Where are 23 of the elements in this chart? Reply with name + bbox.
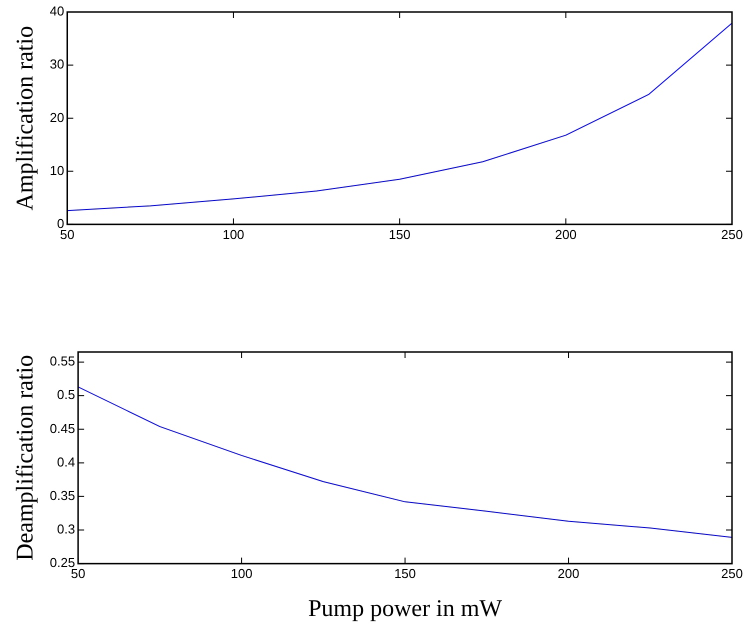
- y-tick-label: 40: [50, 4, 64, 19]
- y-axis-title: Deamplification ratio: [12, 354, 39, 561]
- y-tick-label: 10: [50, 162, 64, 178]
- y-tick-label: 0.35: [50, 488, 76, 504]
- y-tick-label: 0.25: [50, 555, 76, 570]
- x-tick-label: 150: [388, 226, 410, 242]
- y-tick-label: 20: [50, 110, 64, 125]
- x-tick-label: 150: [394, 566, 416, 581]
- y-tick-label: 0.3: [57, 522, 76, 537]
- x-tick-label: 100: [222, 226, 244, 242]
- y-tick-label: 0.45: [50, 420, 76, 436]
- x-tick-label: 100: [230, 566, 252, 581]
- x-tick-label: 250: [721, 226, 743, 242]
- x-tick-label: 200: [558, 566, 580, 581]
- x-tick-label: 200: [554, 226, 577, 242]
- x-axis-title: Pump power in mW: [308, 596, 502, 622]
- y-tick-label: 30: [50, 56, 64, 72]
- y-tick-label: 0.4: [57, 454, 76, 470]
- y-axis-title: Amplification ratio: [12, 26, 39, 211]
- x-tick-label: 250: [721, 566, 743, 581]
- y-tick-label: 0.55: [50, 354, 76, 369]
- y-tick-label: 0: [57, 216, 64, 231]
- y-tick-label: 0.5: [57, 387, 76, 402]
